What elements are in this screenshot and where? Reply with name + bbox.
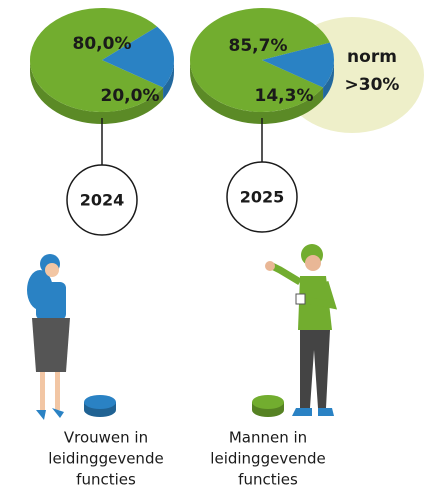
year-circle — [66, 164, 138, 236]
pie-slice — [30, 7, 164, 113]
pie: 85,7% 14,3% 2025 — [190, 8, 335, 233]
norm-title: norm — [347, 47, 397, 67]
value-label: 85,7% — [229, 36, 288, 56]
year-label: 2024 — [80, 191, 125, 210]
legend-label: Mannen in — [229, 429, 307, 447]
pie-side — [190, 60, 324, 124]
value-label: 14,3% — [255, 86, 314, 106]
value-label: 80,0% — [73, 34, 132, 54]
pie-side — [323, 60, 334, 100]
pie: 80,0% 20,0% 2024 — [30, 7, 174, 236]
value-label: 20,0% — [101, 86, 160, 106]
people — [27, 244, 338, 420]
legend-label: leidinggevende — [48, 450, 163, 468]
coin-swatch — [84, 395, 116, 409]
legend-label: functies — [76, 471, 136, 489]
pie-slice — [262, 42, 335, 88]
pie-slice — [190, 8, 330, 113]
pie-side — [163, 60, 174, 100]
year-circle — [226, 161, 298, 233]
legend-label: functies — [238, 471, 298, 489]
legend-label: Vrouwen in — [64, 429, 148, 447]
legend-label: leidinggevende — [210, 450, 325, 468]
pie-slice — [102, 26, 174, 88]
year-label: 2025 — [240, 188, 285, 207]
norm-label: >30% — [345, 75, 400, 95]
pie-side — [30, 60, 164, 124]
coin-swatch — [252, 395, 284, 409]
